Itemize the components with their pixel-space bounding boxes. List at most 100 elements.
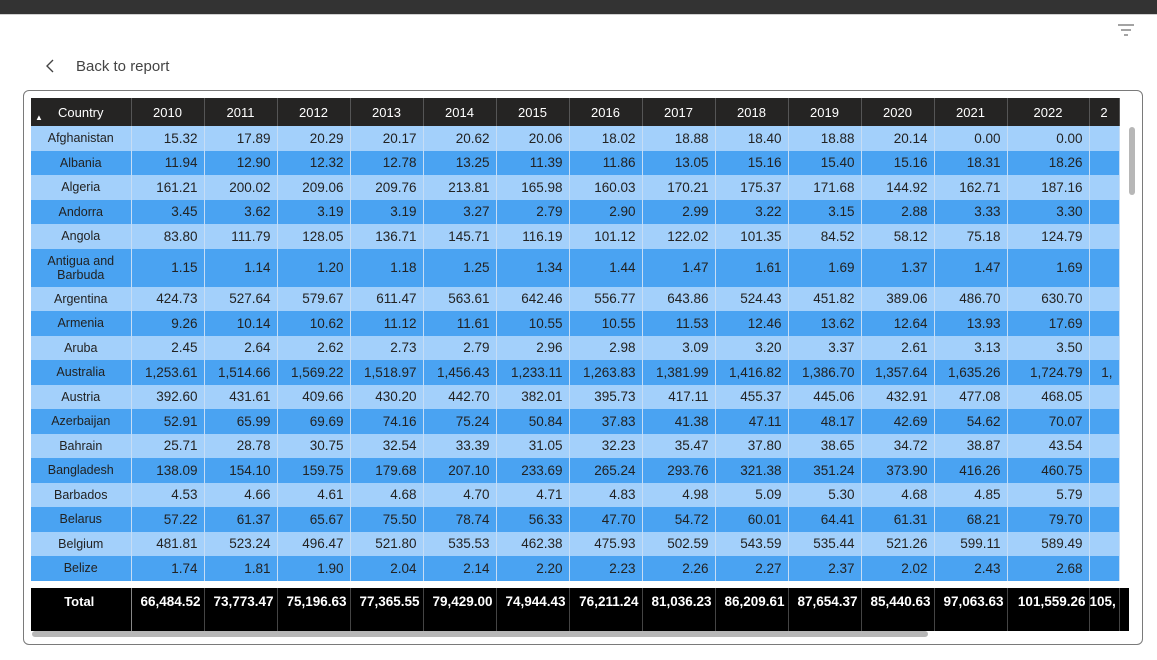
- table-row[interactable]: Algeria 161.21 200.02 209.06 209.76 213.81 165…: [31, 175, 1120, 200]
- column-header-year[interactable]: 2021: [934, 98, 1008, 126]
- value-cell: 462.38: [496, 531, 570, 556]
- value-cell: 144.92: [861, 175, 935, 200]
- column-header-year[interactable]: 2013: [350, 98, 424, 126]
- value-cell: 57.22: [131, 507, 205, 532]
- column-header-year[interactable]: 2014: [423, 98, 497, 126]
- table-row[interactable]: Argentina 424.73 527.64 579.67 611.47 563.61 6…: [31, 286, 1120, 311]
- value-cell: 2.27: [715, 556, 789, 581]
- value-cell: 15.40: [788, 150, 862, 175]
- column-header-year[interactable]: 2011: [204, 98, 278, 126]
- value-cell: 351.24: [788, 458, 862, 483]
- value-cell: 31.05: [496, 433, 570, 458]
- value-cell: 2.61: [861, 335, 935, 360]
- value-cell: 3.19: [277, 199, 351, 224]
- table-row[interactable]: Belize 1.74 1.81 1.90 2.04 2.14 2.20 2.23 2.26 2.…: [31, 556, 1120, 581]
- table-row[interactable]: Bahrain 25.71 28.78 30.75 32.54 33.39 31.05 32.…: [31, 433, 1120, 458]
- value-cell: 136.71: [350, 224, 424, 249]
- value-cell: 33.39: [423, 433, 497, 458]
- table-row[interactable]: Azerbaijan 52.91 65.99 69.69 74.16 75.24 50.84…: [31, 409, 1120, 434]
- value-cell: 65.67: [277, 507, 351, 532]
- value-cell: 1,357.64: [861, 360, 935, 385]
- table-row[interactable]: Belgium 481.81 523.24 496.47 521.80 535.53 462…: [31, 531, 1120, 556]
- value-cell: 145.71: [423, 224, 497, 249]
- value-cell: 3.20: [715, 335, 789, 360]
- column-header-country[interactable]: Country ▲: [31, 98, 132, 126]
- value-cell: 1.20: [277, 248, 351, 287]
- value-cell: 83.80: [131, 224, 205, 249]
- column-header-year[interactable]: 2022: [1007, 98, 1090, 126]
- value-cell: 1.25: [423, 248, 497, 287]
- value-cell: 535.53: [423, 531, 497, 556]
- value-cell: 1,569.22: [277, 360, 351, 385]
- total-value-cell: 74,944.43: [496, 588, 570, 631]
- filter-lines-icon[interactable]: [1116, 22, 1136, 40]
- table-row[interactable]: Bangladesh 138.09 154.10 159.75 179.68 207.10…: [31, 458, 1120, 483]
- value-cell: 416.26: [934, 458, 1008, 483]
- value-cell: 11.94: [131, 150, 205, 175]
- column-header-year[interactable]: 2010: [131, 98, 205, 126]
- column-header-year[interactable]: 2016: [569, 98, 643, 126]
- country-cell: Belarus: [31, 507, 132, 532]
- table-row[interactable]: Austria 392.60 431.61 409.66 430.20 442.70 382…: [31, 384, 1120, 409]
- data-grid: Country ▲ 2010 2011 2012 2013 2014 2015 2016 2017…: [31, 98, 1129, 631]
- value-cell: 116.19: [496, 224, 570, 249]
- value-cell: 84.52: [788, 224, 862, 249]
- value-cell: 3.27: [423, 199, 497, 224]
- value-cell: 15.16: [861, 150, 935, 175]
- value-cell: 10.14: [204, 311, 278, 336]
- value-cell: 5.09: [715, 482, 789, 507]
- value-cell: 32.54: [350, 433, 424, 458]
- table-row[interactable]: Belarus 57.22 61.37 65.67 75.50 78.74 56.33 47.…: [31, 507, 1120, 532]
- table-row[interactable]: Afghanistan 15.32 17.89 20.29 20.17 20.62 20.0…: [31, 126, 1120, 151]
- column-header-year[interactable]: 2: [1089, 98, 1120, 126]
- table-row[interactable]: Australia 1,253.61 1,514.66 1,569.22 1,518.9…: [31, 360, 1120, 385]
- value-cell: 11.61: [423, 311, 497, 336]
- vertical-scrollbar[interactable]: [1129, 127, 1135, 195]
- column-header-year[interactable]: 2012: [277, 98, 351, 126]
- column-header-year[interactable]: 2018: [715, 98, 789, 126]
- value-cell: 1.69: [788, 248, 862, 287]
- value-cell: 75.50: [350, 507, 424, 532]
- value-cell: 3.33: [934, 199, 1008, 224]
- column-header-year[interactable]: 2020: [861, 98, 935, 126]
- table-row[interactable]: Andorra 3.45 3.62 3.19 3.19 3.27 2.79 2.90 2.99 3…: [31, 199, 1120, 224]
- value-cell: 20.14: [861, 126, 935, 151]
- value-cell: 79.70: [1007, 507, 1090, 532]
- value-cell: 455.37: [715, 384, 789, 409]
- value-cell: 161.21: [131, 175, 205, 200]
- table-row[interactable]: Barbados 4.53 4.66 4.61 4.68 4.70 4.71 4.83 4.98…: [31, 482, 1120, 507]
- country-cell: Bangladesh: [31, 458, 132, 483]
- value-cell: 1,416.82: [715, 360, 789, 385]
- value-cell: 18.26: [1007, 150, 1090, 175]
- column-header-year[interactable]: 2019: [788, 98, 862, 126]
- table-row[interactable]: Armenia 9.26 10.14 10.62 11.12 11.61 10.55 10.5…: [31, 311, 1120, 336]
- table-row[interactable]: Antigua and Barbuda 1.15 1.14 1.20 1.18 1.25 1…: [31, 248, 1120, 287]
- value-cell: 496.47: [277, 531, 351, 556]
- value-cell: 2.64: [204, 335, 278, 360]
- value-cell: 4.85: [934, 482, 1008, 507]
- sort-ascending-icon[interactable]: ▲: [35, 113, 43, 122]
- value-cell: 460.75: [1007, 458, 1090, 483]
- value-cell: 1,456.43: [423, 360, 497, 385]
- value-cell: 1.90: [277, 556, 351, 581]
- value-cell: 233.69: [496, 458, 570, 483]
- horizontal-scrollbar[interactable]: [32, 631, 928, 637]
- value-cell: 481.81: [131, 531, 205, 556]
- value-cell: 1.18: [350, 248, 424, 287]
- country-cell: Azerbaijan: [31, 409, 132, 434]
- value-cell: 20.62: [423, 126, 497, 151]
- column-header-year[interactable]: 2015: [496, 98, 570, 126]
- value-cell: 430.20: [350, 384, 424, 409]
- value-cell: 611.47: [350, 286, 424, 311]
- value-cell: 1.37: [861, 248, 935, 287]
- value-cell: 122.02: [642, 224, 716, 249]
- country-cell: Belize: [31, 556, 132, 581]
- table-row[interactable]: Aruba 2.45 2.64 2.62 2.73 2.79 2.96 2.98 3.09 3.2…: [31, 335, 1120, 360]
- value-cell: 52.91: [131, 409, 205, 434]
- table-row[interactable]: Angola 83.80 111.79 128.05 136.71 145.71 116.1…: [31, 224, 1120, 249]
- value-cell: 5.30: [788, 482, 862, 507]
- table-row[interactable]: Albania 11.94 12.90 12.32 12.78 13.25 11.39 11.…: [31, 150, 1120, 175]
- column-header-year[interactable]: 2017: [642, 98, 716, 126]
- total-value-cell: 66,484.52: [131, 588, 205, 631]
- back-to-report-button[interactable]: Back to report: [42, 54, 169, 78]
